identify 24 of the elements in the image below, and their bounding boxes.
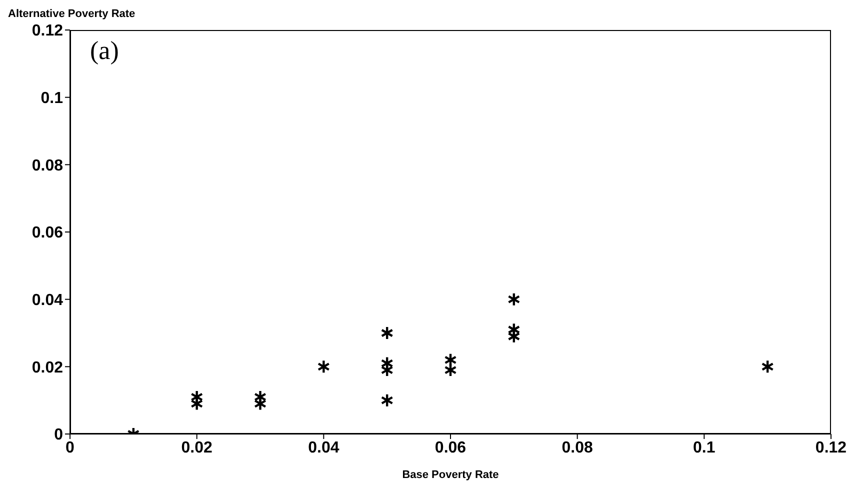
x-tick-label: 0.06 (434, 439, 466, 456)
y-tick-label: 0.04 (32, 292, 64, 310)
point (444, 352, 457, 368)
y-tick-label: 0.1 (40, 90, 64, 108)
x-tick-label: 0.12 (815, 439, 847, 456)
y-tick-label: 0.06 (32, 224, 64, 242)
x-tick-label: 0.08 (562, 439, 594, 456)
y-tick-label: 0.08 (32, 157, 64, 174)
point (761, 360, 774, 374)
point (380, 393, 394, 408)
x-tick-label: 0.1 (693, 439, 716, 456)
annotation: (a) (90, 36, 119, 66)
point (508, 292, 520, 306)
point (380, 356, 394, 370)
y-tick-label: 0 (54, 426, 64, 444)
y-tick-label: 0.12 (32, 22, 64, 40)
x-tick-label: 0.04 (308, 439, 340, 456)
y-tick-label: 0.02 (32, 359, 64, 376)
y-axis-title: Alternative Poverty Rate (8, 8, 136, 20)
point (380, 326, 394, 340)
x-tick-label: 0 (66, 439, 75, 456)
point (317, 360, 330, 374)
x-axis-title: Base Poverty Rate (402, 469, 499, 481)
x-tick-label: 0.02 (181, 439, 213, 456)
